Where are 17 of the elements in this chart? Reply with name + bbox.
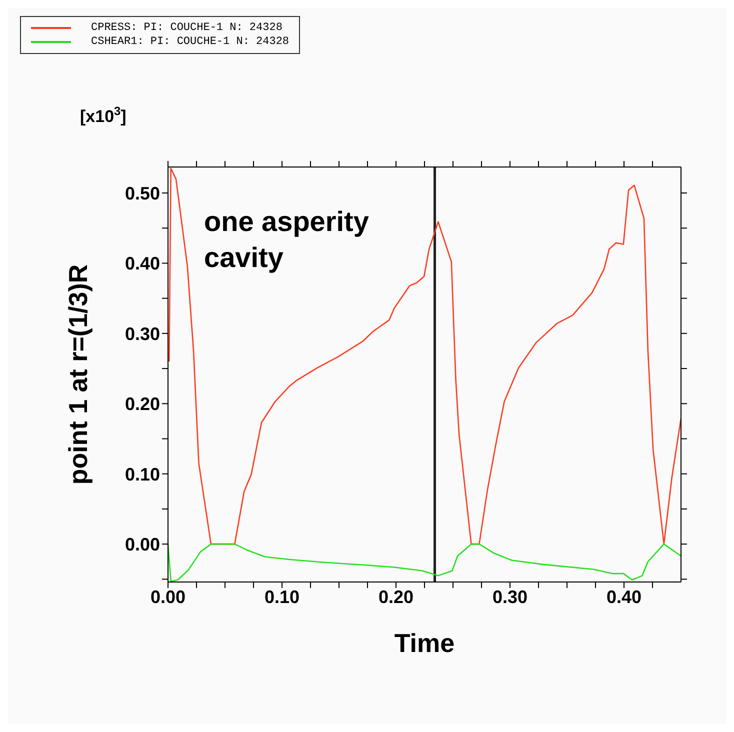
x-tick-label: 0.30	[492, 586, 528, 607]
y-axis-title: point 1 at r=(1/3)R	[63, 264, 94, 485]
x-tick-label: 0.20	[378, 586, 414, 607]
legend-label: CSHEAR1: PI: COUCHE-1 N: 24328	[91, 35, 290, 49]
annotation: one asperity cavity	[204, 205, 370, 275]
y-tick-label: 0.30	[124, 324, 160, 344]
x-axis-title: Time	[394, 628, 455, 658]
y-tick-label: 0.00	[124, 534, 160, 554]
text: [x10$^{3}$]	[80, 104, 126, 126]
legend-label: CPRESS: PI: COUCHE-1 N: 24328	[91, 21, 282, 35]
y-tick-label: 0.10	[124, 464, 160, 484]
x-tick-label: 0.40	[606, 586, 642, 607]
y-tick-label: 0.40	[124, 254, 160, 274]
x-tick-label: 0.00	[150, 586, 186, 607]
y-tick-label: 0.20	[124, 394, 160, 414]
y-tick-label: 0.50	[124, 183, 160, 204]
x-tick-label: 0.10	[264, 586, 300, 607]
